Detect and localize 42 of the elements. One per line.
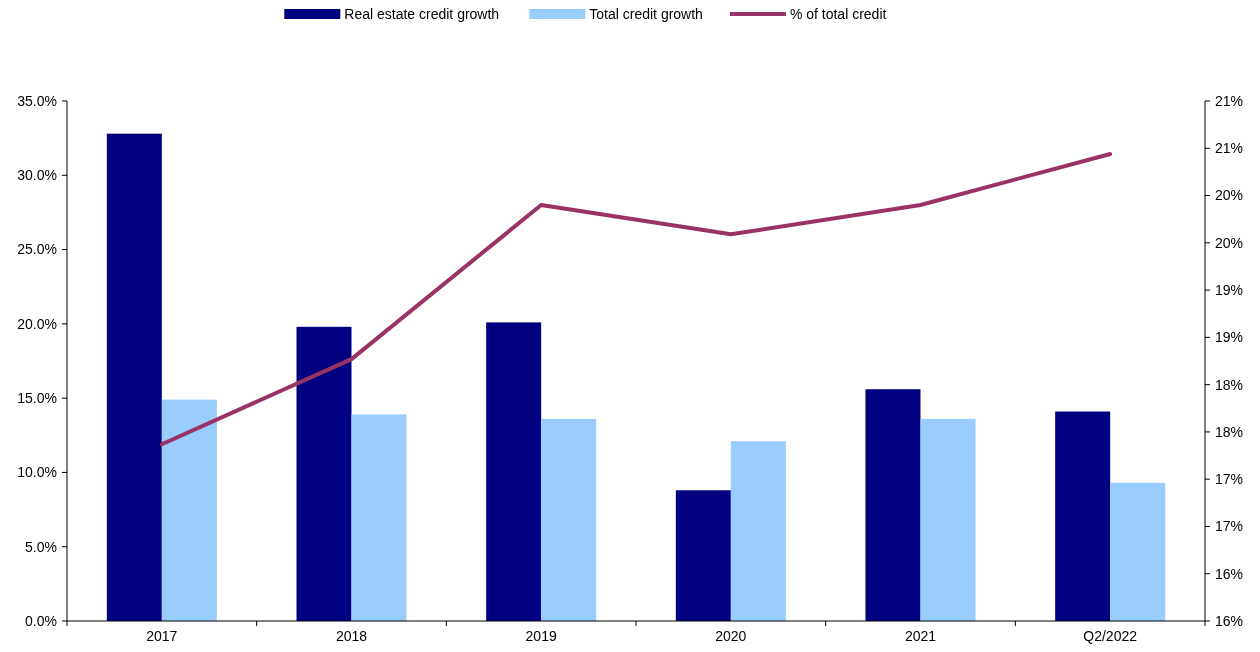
bar bbox=[730, 441, 786, 621]
y2-tick-label: 17% bbox=[1215, 471, 1244, 488]
x-tick-label: 2020 bbox=[715, 628, 747, 644]
y-tick-label: 20.0% bbox=[17, 315, 57, 332]
y-tick-label: 25.0% bbox=[17, 241, 57, 258]
y2-tick-label: 20% bbox=[1215, 234, 1244, 251]
y-tick-label: 30.0% bbox=[17, 167, 57, 184]
bar bbox=[675, 490, 731, 621]
y2-tick-label: 18% bbox=[1215, 423, 1244, 440]
x-tick-label: 2019 bbox=[525, 628, 557, 644]
y2-tick-label: 19% bbox=[1215, 329, 1244, 346]
legend-label: Total credit growth bbox=[589, 5, 703, 22]
bar bbox=[865, 389, 921, 621]
bar bbox=[1110, 482, 1166, 621]
bar bbox=[1055, 411, 1111, 621]
y-tick-label: 35.0% bbox=[17, 92, 57, 109]
x-tick-label: 2017 bbox=[146, 628, 178, 644]
bar bbox=[920, 418, 976, 621]
legend-label: Real estate credit growth bbox=[344, 5, 500, 22]
y2-tick-label: 16% bbox=[1215, 612, 1244, 629]
y2-tick-label: 18% bbox=[1215, 376, 1244, 393]
y2-tick-label: 16% bbox=[1215, 565, 1244, 582]
x-tick-label: 2018 bbox=[335, 628, 368, 644]
x-tick-label: 2021 bbox=[904, 628, 937, 644]
y2-tick-label: 17% bbox=[1215, 518, 1244, 535]
bar bbox=[486, 322, 542, 621]
x-tick-label: Q2/2022 bbox=[1083, 628, 1138, 644]
bar bbox=[351, 414, 407, 621]
line-series bbox=[159, 151, 1113, 447]
y2-tick-label: 21% bbox=[1215, 92, 1244, 109]
bar bbox=[106, 133, 162, 621]
y2-tick-label: 19% bbox=[1215, 281, 1244, 298]
y2-tick-label: 20% bbox=[1215, 187, 1244, 204]
y-tick-label: 0.0% bbox=[25, 612, 57, 629]
legend-label: % of total credit bbox=[789, 5, 887, 22]
y-tick-label: 5.0% bbox=[25, 538, 57, 555]
y-tick-label: 10.0% bbox=[17, 464, 57, 481]
y2-tick-label: 21% bbox=[1215, 140, 1244, 157]
bar bbox=[161, 399, 217, 621]
bar bbox=[541, 418, 597, 621]
y-tick-label: 15.0% bbox=[17, 390, 57, 407]
bar bbox=[296, 326, 352, 621]
